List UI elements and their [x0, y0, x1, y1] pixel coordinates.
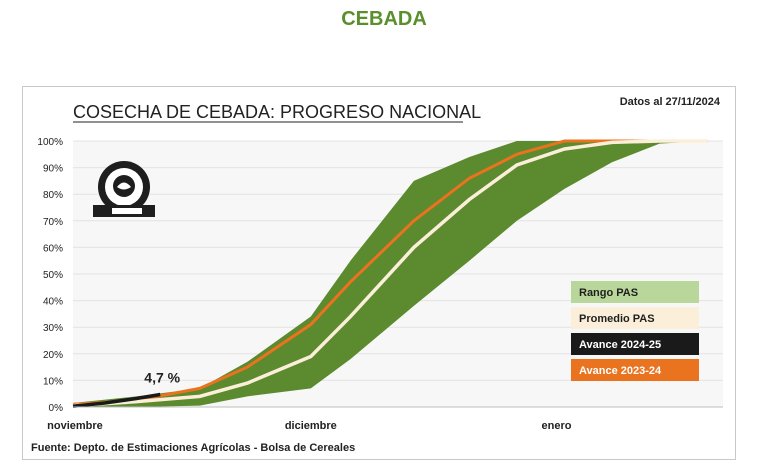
- data-label-current-progress: 4,7 %: [144, 369, 180, 385]
- legend-box-promedio-pas: [571, 307, 699, 329]
- harvest-progress-chart: COSECHA DE CEBADA: PROGRESO NACIONAL Dat…: [31, 96, 723, 454]
- x-tick-label: diciembre: [285, 420, 337, 432]
- date-note: Datos al 27/11/2024: [620, 96, 721, 108]
- legend-label-promedio-pas: Promedio PAS: [579, 313, 655, 325]
- y-axis: 0% 10% 20% 30% 40% 50% 60% 70% 80% 90% 100%: [37, 137, 63, 414]
- y-tick-label: 60%: [43, 243, 63, 254]
- series-line-promedio-pas: [72, 139, 708, 408]
- y-tick-label: 70%: [43, 217, 63, 228]
- legend: Rango PAS Promedio PAS Avance 2024-25 Avanc…: [571, 281, 699, 381]
- y-tick-label: 20%: [43, 350, 63, 361]
- y-tick-label: 80%: [43, 190, 63, 201]
- x-tick-label: enero: [542, 420, 572, 432]
- series-line-avance-2024-25: [72, 392, 161, 408]
- legend-box-avance-2023-24: [571, 359, 699, 381]
- source-note: Fuente: Depto. de Estimaciones Agrícolas…: [31, 442, 355, 454]
- x-axis: noviembre diciembre enero: [47, 406, 723, 432]
- y-tick-label: 40%: [43, 297, 63, 308]
- page-heading: CEBADA: [341, 8, 427, 30]
- logo-banner-stripe: [112, 208, 142, 214]
- y-tick-label: 50%: [43, 270, 63, 281]
- logo-bolsa-de-cereales: [93, 161, 155, 217]
- legend-label-avance-2023-24: Avance 2023-24: [579, 365, 662, 377]
- y-tick-label: 0%: [49, 403, 64, 414]
- chart-title: COSECHA DE CEBADA: PROGRESO NACIONAL: [73, 102, 481, 122]
- chart-frame: COSECHA DE CEBADA: PROGRESO NACIONAL Dat…: [22, 86, 736, 460]
- legend-box-rango-pas: [571, 281, 699, 303]
- y-tick-label: 10%: [43, 376, 63, 387]
- y-tick-label: 100%: [37, 137, 63, 148]
- legend-label-avance-2024-25: Avance 2024-25: [579, 339, 661, 351]
- legend-label-rango-pas: Rango PAS: [579, 287, 638, 299]
- series-layer: 4,7 %: [72, 139, 708, 408]
- y-tick-label: 30%: [43, 323, 63, 334]
- x-tick-label: noviembre: [47, 420, 103, 432]
- y-tick-label: 90%: [43, 164, 63, 175]
- logo-emblem-mark: [117, 182, 131, 190]
- legend-box-avance-2024-25: [571, 333, 699, 355]
